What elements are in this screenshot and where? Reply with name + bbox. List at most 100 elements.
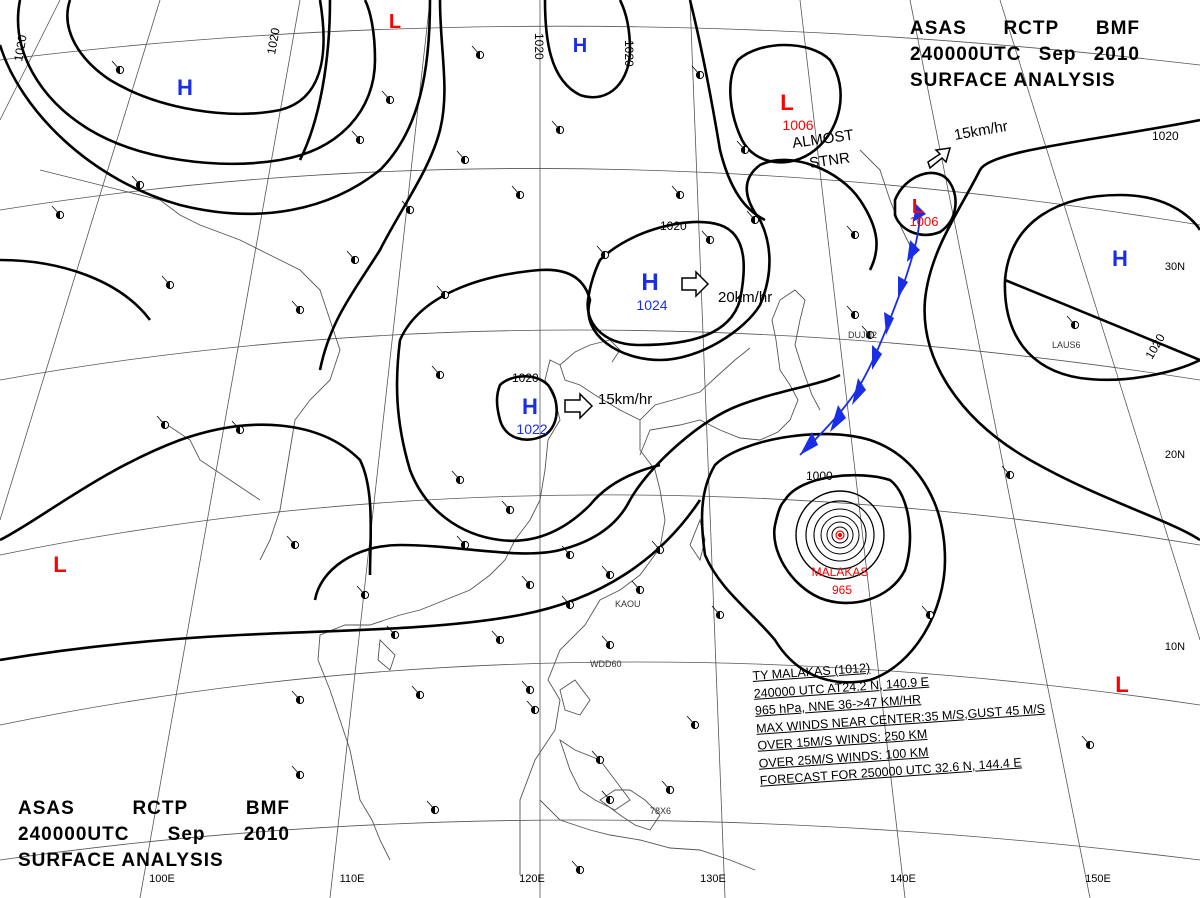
station-wind-barb bbox=[526, 700, 536, 711]
station-wind-barb bbox=[231, 420, 241, 431]
station-wind-barb bbox=[436, 285, 446, 296]
isobar-nw-high-2 bbox=[16, 0, 377, 166]
station-marker-cover bbox=[476, 51, 481, 59]
high-center-nw: H bbox=[177, 75, 193, 100]
station-marker-cover bbox=[606, 641, 610, 649]
header-year: 2010 bbox=[1093, 44, 1140, 65]
station-wind-barb bbox=[521, 680, 531, 691]
isobar-central bbox=[318, 0, 446, 371]
station-marker-cover bbox=[416, 691, 420, 699]
arrow-high-east bbox=[681, 270, 710, 298]
station-marker-cover bbox=[566, 601, 570, 609]
station-marker-cover bbox=[606, 796, 610, 804]
isobar-north-center bbox=[543, 0, 632, 99]
typhoon-pressure: 965 bbox=[832, 583, 852, 597]
station-id: KAOU bbox=[615, 599, 641, 609]
station-ids: DUJN2 LAUS6 KAOU WDD60 78X6 bbox=[590, 330, 1081, 816]
lon-label: 110E bbox=[340, 873, 365, 885]
station-marker-cover bbox=[741, 146, 745, 154]
station-wind-barb bbox=[156, 415, 166, 426]
station-wind-barb bbox=[711, 605, 721, 616]
station-wind-barb bbox=[701, 230, 711, 241]
station-wind-barb bbox=[1081, 735, 1091, 746]
isobar-typhoon-1000 bbox=[772, 473, 912, 605]
header-title: SURFACE ANALYSIS bbox=[18, 850, 224, 871]
isobar-nw-high bbox=[66, 0, 325, 115]
station-wind-barb bbox=[746, 210, 756, 221]
isobar-label: 1020 bbox=[660, 219, 687, 233]
header-time: 240000UTC bbox=[910, 44, 1022, 65]
high-center-1022-value: 1022 bbox=[516, 421, 547, 437]
station-wind-barb bbox=[521, 575, 531, 586]
isobar-high-pacific bbox=[1003, 193, 1200, 382]
station-wind-barb bbox=[131, 175, 141, 186]
isobar-pacific-outer bbox=[923, 118, 1200, 542]
header-title: SURFACE ANALYSIS bbox=[910, 70, 1116, 91]
station-marker-cover bbox=[441, 291, 445, 299]
low-center-east: L bbox=[1115, 672, 1128, 697]
station-marker-cover bbox=[751, 216, 755, 224]
station-marker-cover bbox=[351, 256, 355, 264]
station-wind-barb bbox=[411, 685, 421, 696]
station-marker-cover bbox=[656, 546, 660, 554]
low-center-small-value: 1006 bbox=[910, 214, 939, 229]
isobar-far-west bbox=[0, 258, 152, 321]
station-marker-cover bbox=[566, 551, 570, 559]
station-marker-cover bbox=[166, 281, 170, 289]
station-wind-barb bbox=[671, 185, 681, 196]
lon-label: 120E bbox=[519, 873, 545, 885]
station-wind-barb bbox=[291, 690, 301, 701]
station-marker-cover bbox=[851, 311, 855, 319]
station-marker-cover bbox=[116, 66, 120, 74]
station-wind-barb bbox=[401, 200, 411, 211]
station-wind-barb bbox=[561, 595, 571, 606]
station-marker-cover bbox=[596, 756, 600, 764]
station-marker-cover bbox=[431, 806, 435, 814]
motion-arrows bbox=[564, 147, 952, 420]
station-marker-cover bbox=[391, 631, 395, 639]
station-marker-cover bbox=[606, 571, 610, 579]
isobar-typhoon-outer bbox=[700, 432, 947, 684]
station-wind-barb bbox=[51, 205, 61, 216]
isobar-label: 1020 bbox=[622, 40, 636, 67]
station-wind-barb bbox=[386, 625, 396, 636]
station-wind-barb bbox=[356, 585, 366, 596]
station-wind-barb bbox=[631, 580, 641, 591]
station-wind-barb bbox=[551, 120, 561, 131]
station-wind-barb bbox=[591, 750, 601, 761]
header-station: RCTP bbox=[132, 798, 189, 819]
low-center-north: L bbox=[389, 11, 401, 33]
station-wind-barb bbox=[601, 790, 611, 801]
station-wind-barb bbox=[351, 130, 361, 141]
station-wind-barb bbox=[291, 300, 301, 311]
station-wind-barb bbox=[286, 535, 296, 546]
station-wind-barb bbox=[661, 780, 671, 791]
isobar-labels: 1020 1020 1020 1020 1020 1020 1020 1020 … bbox=[11, 26, 1179, 483]
high-center-pacific: H bbox=[1112, 246, 1128, 271]
station-marker-cover bbox=[576, 866, 580, 874]
typhoon-info: TY MALAKAS (1012) 240000 UTC AT24.2 N, 1… bbox=[752, 648, 1049, 790]
high-center-1022: H bbox=[522, 394, 538, 419]
station-marker-cover bbox=[386, 96, 390, 104]
station-wind-barb bbox=[846, 225, 856, 236]
header-office: BMF bbox=[1095, 18, 1140, 39]
station-wind-barb bbox=[1066, 315, 1076, 326]
station-marker-cover bbox=[696, 71, 700, 79]
lon-label: 140E bbox=[890, 873, 916, 885]
station-wind-barb bbox=[571, 860, 581, 871]
station-marker-cover bbox=[236, 426, 240, 434]
station-wind-barb bbox=[161, 275, 171, 286]
isobar-label: 1000 bbox=[806, 469, 833, 483]
high-center-1024: H bbox=[641, 269, 658, 296]
isobar-south-arc bbox=[313, 373, 841, 601]
isobar-label: 1020 bbox=[264, 26, 282, 55]
high-center-1024-value: 1024 bbox=[636, 297, 667, 313]
station-marker-cover bbox=[866, 331, 870, 339]
station-marker-cover bbox=[531, 706, 535, 714]
station-marker-cover bbox=[436, 371, 440, 379]
lon-label: 130E bbox=[700, 873, 726, 885]
station-wind-barb bbox=[921, 605, 931, 616]
station-marker-cover bbox=[851, 231, 855, 239]
isobar-l1006-small bbox=[893, 171, 957, 237]
